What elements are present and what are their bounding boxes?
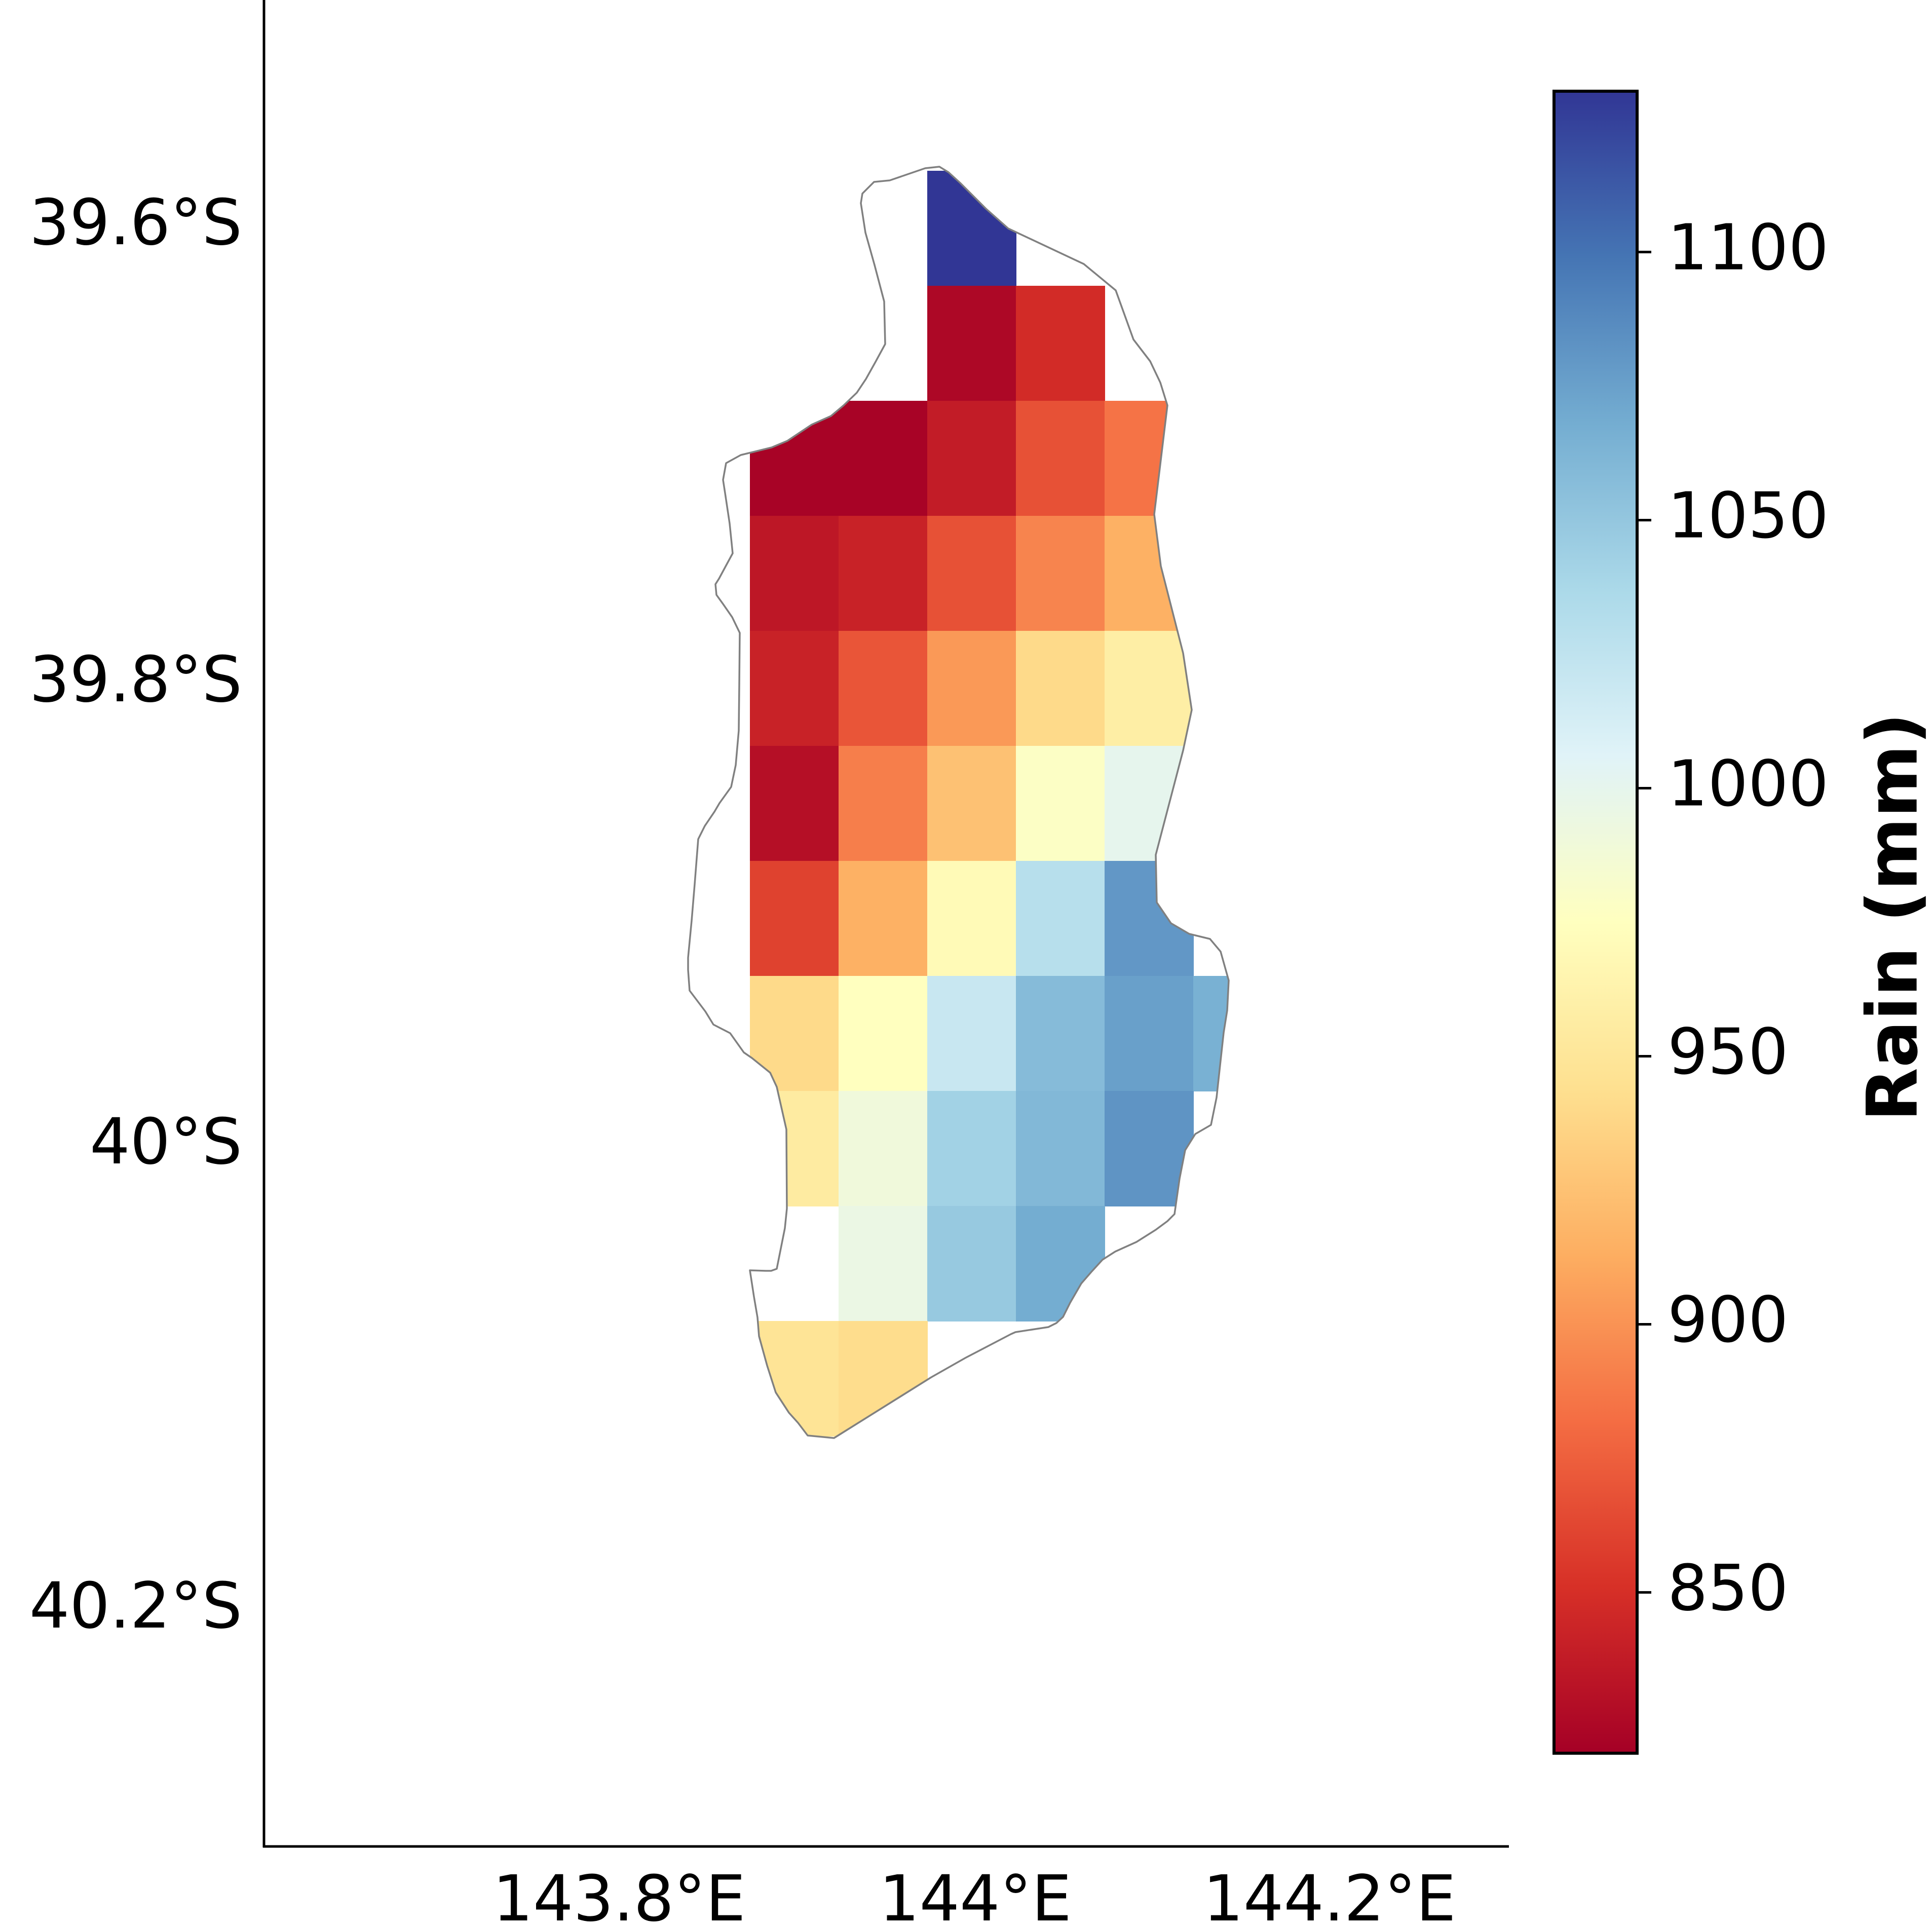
heatmap-cell [1016, 1091, 1105, 1206]
heatmap-cell [1016, 401, 1105, 516]
heatmap-cell [839, 631, 928, 746]
lat-tick-label: 40°S [90, 1105, 242, 1179]
heatmap-cell [1105, 516, 1194, 631]
heatmap-cell [1016, 1206, 1105, 1321]
heatmap-cell [1105, 1091, 1194, 1206]
colorbar-label: Rain (mm) [1852, 713, 1932, 1122]
heatmap-cell [839, 401, 928, 516]
colorbar: 850 900 950 1000 1050 1100 Rain (mm) [1552, 90, 1932, 1755]
lat-tick-label: 39.6°S [29, 186, 242, 259]
heatmap-cell [750, 746, 839, 861]
heatmap-cell [927, 286, 1016, 401]
heatmap-cell [839, 1091, 928, 1206]
colorbar-tick-label: 1000 [1668, 747, 1829, 821]
heatmap-cell [839, 1206, 928, 1321]
heatmap-cell [839, 861, 928, 976]
colorbar-tick-label: 1100 [1668, 211, 1829, 285]
heatmap-cell [1016, 516, 1105, 631]
heatmap-cell [1105, 401, 1194, 516]
lat-tick-label: 39.8°S [29, 643, 242, 716]
heatmap-cell [839, 1321, 928, 1437]
heatmap-cell [1193, 976, 1229, 1091]
heatmap-cell [927, 631, 1016, 746]
colorbar-tick-label: 850 [1668, 1552, 1789, 1625]
rainfall-grid [750, 171, 1229, 1437]
heatmap-cell [1105, 861, 1194, 976]
map-panel: 39.6°S 39.8°S 40°S 40.2°S 143.8°E 144°E … [29, 0, 1509, 1926]
heatmap-cell [750, 631, 839, 746]
heatmap-cell [1105, 631, 1194, 746]
colorbar-tick-label: 950 [1668, 1015, 1789, 1089]
heatmap-cell [750, 861, 839, 976]
heatmap-cell [927, 1206, 1016, 1321]
lat-tick-label: 40.2°S [29, 1569, 242, 1643]
colorbar-ticks: 850 900 950 1000 1050 1100 [1637, 211, 1829, 1625]
heatmap-cell [927, 746, 1016, 861]
heatmap-cell [839, 976, 928, 1091]
heatmap-cell [1016, 286, 1105, 401]
lon-tick-label: 144.2°E [1203, 1862, 1456, 1926]
heatmap-cell [927, 516, 1016, 631]
lon-tick-label: 144°E [879, 1862, 1072, 1926]
heatmap-cell [750, 516, 839, 631]
colorbar-gradient [1552, 90, 1639, 1755]
heatmap-cell [927, 401, 1016, 516]
heatmap-cell [1105, 976, 1194, 1091]
heatmap-cell [839, 516, 928, 631]
heatmap-cell [927, 861, 1016, 976]
colorbar-tick-label: 900 [1668, 1283, 1789, 1357]
heatmap-cell [1016, 861, 1105, 976]
heatmap-cell [750, 1091, 839, 1206]
heatmap-cell [927, 1091, 1016, 1206]
heatmap-cell [750, 976, 839, 1091]
heatmap-cell [1016, 631, 1105, 746]
heatmap-cell [1016, 976, 1105, 1091]
colorbar-tick-label: 1050 [1668, 479, 1829, 553]
heatmap-cell [839, 746, 928, 861]
heatmap-cell [1016, 746, 1105, 861]
island-coastline [687, 166, 1230, 1439]
heatmap-cell [927, 171, 1016, 286]
lon-tick-label: 143.8°E [493, 1862, 745, 1926]
heatmap-cell [927, 976, 1016, 1091]
